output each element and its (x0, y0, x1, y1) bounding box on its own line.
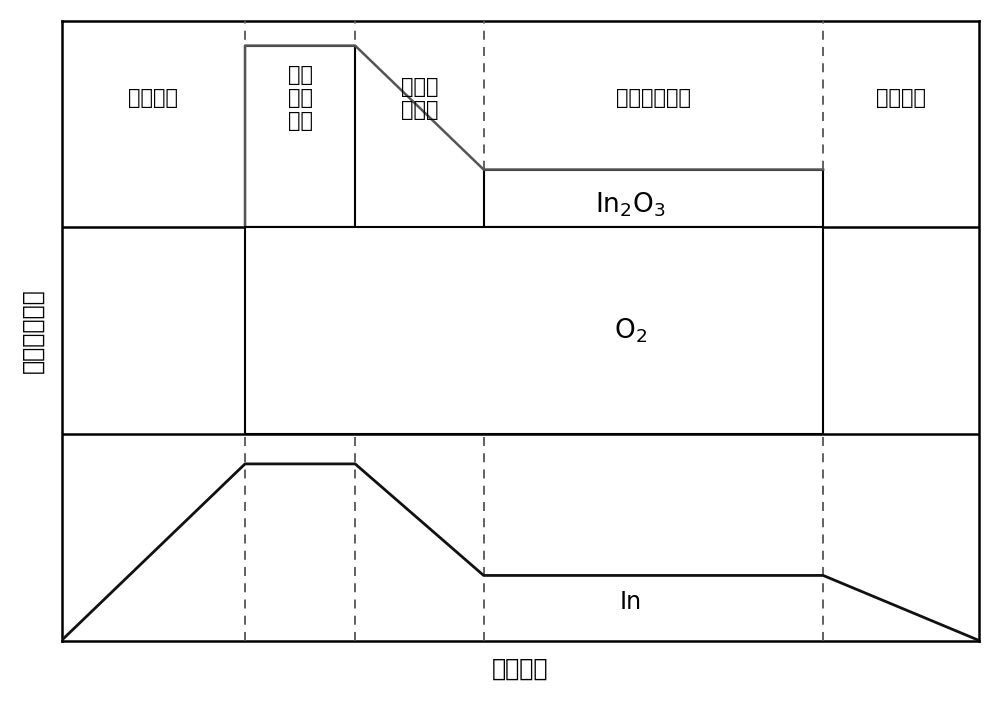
Text: $\mathrm{In_2O_3}$: $\mathrm{In_2O_3}$ (595, 190, 666, 219)
Y-axis label: 反应物蒸气压: 反应物蒸气压 (21, 289, 45, 373)
Text: $\mathrm{O_2}$: $\mathrm{O_2}$ (614, 317, 647, 345)
X-axis label: 反应时间: 反应时间 (492, 657, 549, 681)
Text: 温度下
降阶段: 温度下 降阶段 (401, 77, 438, 120)
Bar (484, 170, 823, 227)
Text: In: In (619, 590, 642, 614)
Text: 高温
加热
阶段: 高温 加热 阶段 (288, 65, 313, 131)
Text: 低温加热阶段: 低温加热阶段 (616, 88, 691, 108)
Text: 降温阶段: 降温阶段 (876, 88, 926, 108)
Bar (245, 227, 823, 434)
Text: 升温阶段: 升温阶段 (128, 88, 178, 108)
Bar (245, 46, 355, 227)
